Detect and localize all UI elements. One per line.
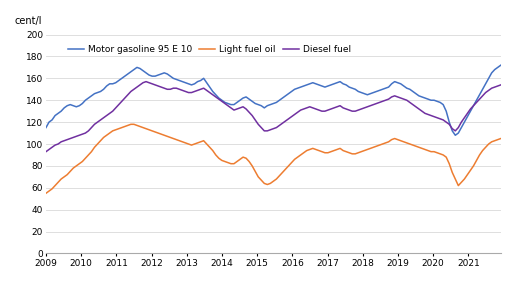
Motor gasoline 95 E 10 <box>43 126 49 129</box>
Light fuel oil <box>364 148 370 151</box>
Motor gasoline 95 E 10 <box>498 63 504 67</box>
Diesel fuel <box>43 150 49 154</box>
Diesel fuel <box>143 80 149 83</box>
Line: Diesel fuel: Diesel fuel <box>46 82 501 152</box>
Diesel fuel <box>364 105 370 109</box>
Light fuel oil <box>322 151 328 154</box>
Light fuel oil <box>267 182 273 185</box>
Diesel fuel <box>334 105 340 109</box>
Motor gasoline 95 E 10 <box>319 84 325 88</box>
Legend: Motor gasoline 95 E 10, Light fuel oil, Diesel fuel: Motor gasoline 95 E 10, Light fuel oil, … <box>64 41 354 58</box>
Motor gasoline 95 E 10 <box>492 68 498 71</box>
Diesel fuel <box>322 109 328 113</box>
Line: Motor gasoline 95 E 10: Motor gasoline 95 E 10 <box>46 65 501 135</box>
Light fuel oil <box>334 148 340 151</box>
Motor gasoline 95 E 10 <box>203 81 210 84</box>
Motor gasoline 95 E 10 <box>331 82 337 86</box>
Diesel fuel <box>498 83 504 87</box>
Diesel fuel <box>267 128 273 132</box>
Light fuel oil <box>128 123 134 126</box>
Motor gasoline 95 E 10 <box>452 134 458 137</box>
Text: cent/l: cent/l <box>14 16 42 26</box>
Motor gasoline 95 E 10 <box>264 104 270 107</box>
Motor gasoline 95 E 10 <box>361 92 367 95</box>
Light fuel oil <box>43 192 49 195</box>
Light fuel oil <box>206 145 213 149</box>
Light fuel oil <box>492 139 498 143</box>
Diesel fuel <box>492 85 498 89</box>
Diesel fuel <box>206 91 213 94</box>
Light fuel oil <box>498 137 504 140</box>
Line: Light fuel oil: Light fuel oil <box>46 124 501 193</box>
